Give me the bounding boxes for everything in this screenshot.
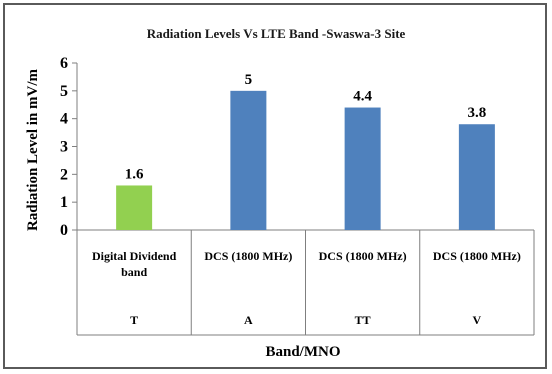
y-tick-label: 6 xyxy=(60,55,68,72)
data-label: 3.8 xyxy=(468,105,487,121)
bar xyxy=(116,185,153,230)
data-label: 1.6 xyxy=(125,166,144,182)
data-label: 4.4 xyxy=(353,89,372,105)
category-label: band xyxy=(121,265,147,279)
axes: 0 1 2 3 4 5 6 xyxy=(60,55,535,336)
group-label: V xyxy=(473,313,482,327)
group-label: A xyxy=(244,313,253,327)
labels: 1.6 5 4.4 3.8 Digital Dividend band T DCS (1800… xyxy=(92,72,521,327)
bar xyxy=(458,124,495,230)
group-label: TT xyxy=(355,313,371,327)
x-axis-title: Band/MNO xyxy=(265,344,340,360)
category-label: DCS (1800 MHz) xyxy=(319,249,407,263)
category-label: DCS (1800 MHz) xyxy=(433,249,521,263)
bar xyxy=(230,90,267,230)
chart-title: Radiation Levels Vs LTE Band -Swaswa-3 S… xyxy=(147,26,406,41)
bars xyxy=(116,90,495,230)
y-axis-title: Radiation Level in mV/m xyxy=(25,68,41,231)
y-tick-label: 3 xyxy=(60,139,68,156)
y-tick-label: 0 xyxy=(60,222,68,239)
y-tick-label: 1 xyxy=(60,194,68,211)
y-tick-label: 5 xyxy=(60,83,68,100)
group-label: T xyxy=(130,313,138,327)
category-label: Digital Dividend xyxy=(92,249,177,263)
bar xyxy=(344,107,381,230)
chart-frame xyxy=(3,3,547,369)
y-tick-label: 4 xyxy=(60,111,68,128)
y-tick-label: 2 xyxy=(60,166,68,183)
category-label: DCS (1800 MHz) xyxy=(204,249,292,263)
data-label: 5 xyxy=(245,72,253,88)
